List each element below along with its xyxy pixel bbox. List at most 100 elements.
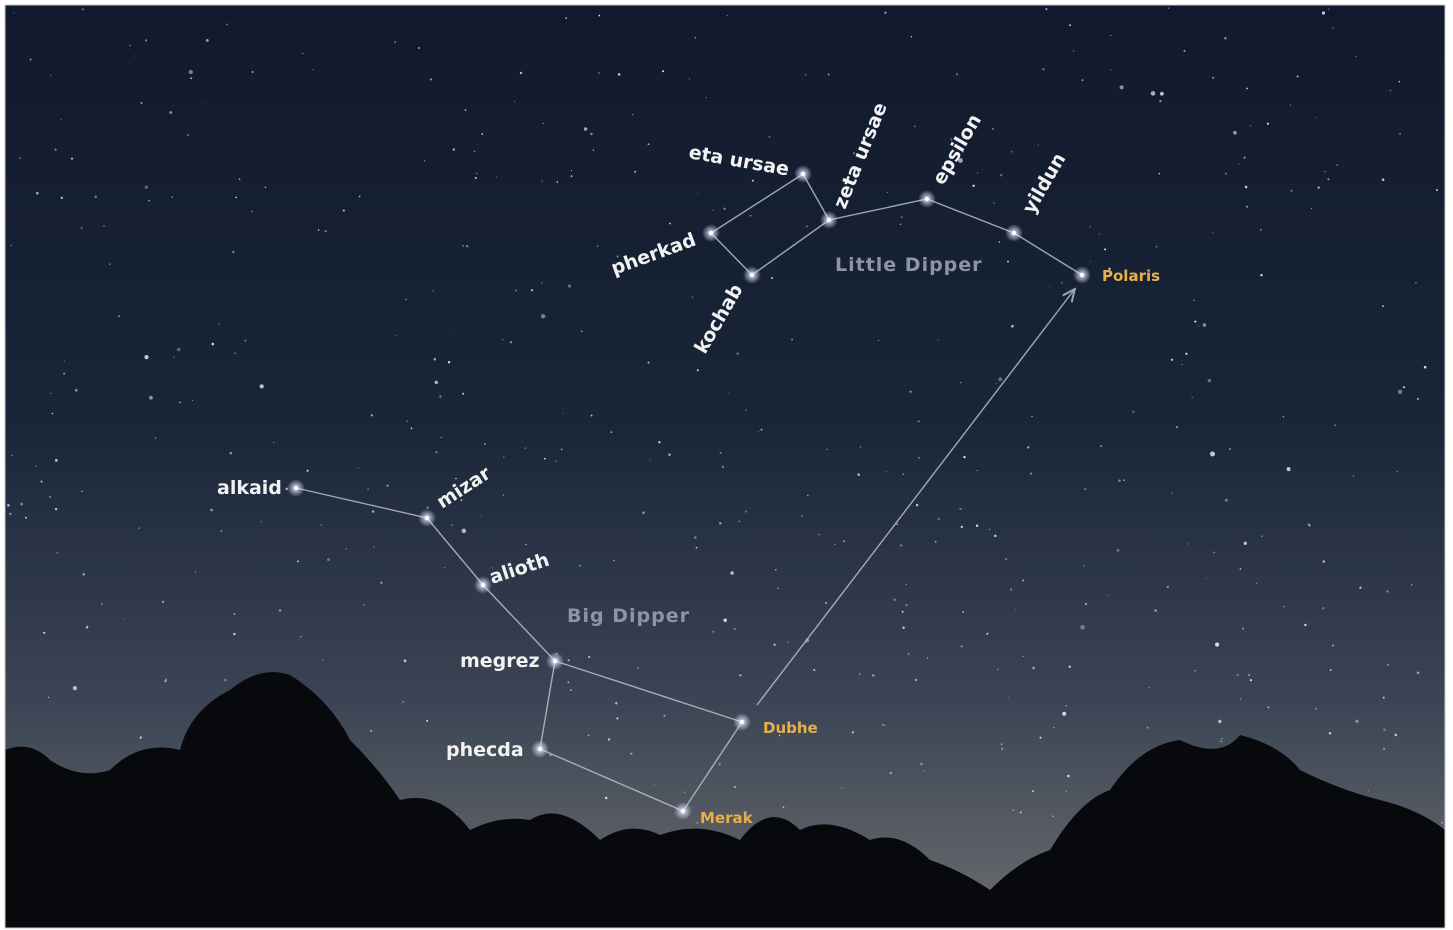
star [306,470,308,472]
star [370,730,372,732]
star [1411,584,1412,585]
star [1238,163,1239,164]
star [1022,579,1024,581]
star [720,452,722,454]
star [43,632,45,634]
star [343,210,345,212]
star [1031,416,1032,417]
star [1287,467,1291,471]
star [502,339,503,340]
star [989,529,990,530]
star [555,460,557,462]
star [1110,69,1111,70]
star [251,71,253,73]
star [590,133,593,136]
star [1085,603,1087,605]
star [1233,131,1237,135]
star [783,806,785,808]
star [515,290,517,292]
star [202,103,203,104]
star [653,784,654,785]
star-core [294,486,298,490]
star [1032,667,1035,670]
star [618,73,621,76]
star [1322,607,1324,609]
star [394,41,396,43]
star [1159,100,1161,102]
star [50,393,51,394]
star [435,381,439,385]
star [697,369,699,371]
star [1424,366,1427,369]
star [1290,190,1292,192]
star [637,667,639,669]
star [1368,790,1369,791]
star [371,414,373,416]
star [1327,178,1329,180]
star [1244,542,1247,545]
star [852,731,854,733]
star [9,513,11,515]
star [663,715,665,717]
star [962,611,964,613]
star [1045,8,1047,10]
star [462,245,464,247]
star [920,763,922,765]
star [1194,321,1196,323]
star [713,631,715,633]
star [859,674,860,675]
star [135,55,136,56]
star [684,792,686,794]
star [893,599,895,601]
star [887,192,888,193]
star [466,245,468,247]
star [734,786,736,788]
constellation-label: Big Dipper [567,605,690,627]
star [206,39,209,42]
star [324,230,326,232]
star [145,39,147,41]
star [570,689,572,691]
star [1415,282,1417,284]
star [648,143,650,145]
star [938,518,939,519]
star-core [481,583,485,587]
star [662,70,664,72]
star [961,645,963,647]
star [1073,50,1075,52]
star [1403,386,1405,388]
star [719,522,722,525]
star [1208,379,1212,383]
star [373,546,374,547]
star [226,24,228,26]
star [961,526,963,528]
star [615,702,618,705]
star [453,148,455,150]
star [805,74,806,75]
star [224,679,226,681]
star [212,343,215,346]
star [1245,186,1248,189]
star [791,339,793,341]
star [322,659,324,661]
star [1020,811,1022,813]
star [20,503,23,506]
star [722,466,724,468]
star [83,573,85,575]
constellation-label: Little Dipper [835,254,983,276]
star [1052,815,1054,817]
star [689,78,690,79]
star [273,442,274,443]
star [405,299,407,301]
star [1172,493,1173,494]
star [1132,411,1134,413]
star [55,459,58,462]
star [1099,233,1100,234]
star [404,659,407,662]
star [195,571,196,572]
star [101,603,103,605]
star-label: phecda [446,739,524,761]
star [61,119,62,120]
star [439,395,441,397]
star-core [750,273,754,277]
